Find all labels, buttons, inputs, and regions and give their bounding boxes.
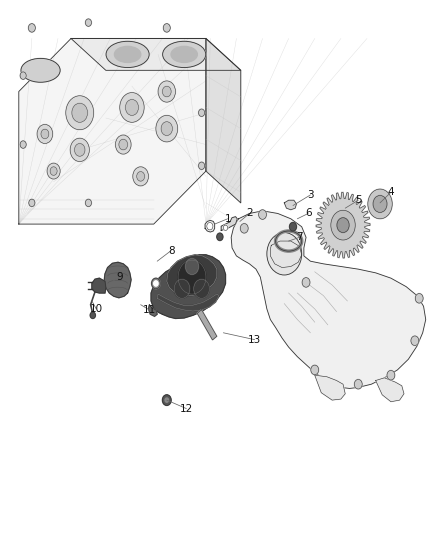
Polygon shape	[19, 38, 206, 224]
Polygon shape	[315, 375, 345, 400]
Circle shape	[198, 109, 205, 116]
Circle shape	[119, 139, 127, 150]
Circle shape	[194, 279, 209, 298]
Polygon shape	[376, 378, 404, 402]
Circle shape	[337, 217, 349, 232]
Polygon shape	[197, 310, 217, 340]
Text: 1: 1	[224, 214, 231, 224]
Polygon shape	[151, 255, 226, 318]
Circle shape	[165, 398, 169, 402]
Circle shape	[120, 93, 144, 122]
Circle shape	[185, 259, 198, 274]
Polygon shape	[157, 294, 219, 311]
Circle shape	[137, 172, 145, 181]
Text: 2: 2	[246, 208, 253, 219]
Circle shape	[198, 162, 205, 169]
Polygon shape	[205, 220, 215, 232]
Circle shape	[41, 129, 49, 139]
Polygon shape	[92, 278, 106, 293]
Text: 8: 8	[168, 246, 174, 256]
Circle shape	[387, 370, 395, 380]
Circle shape	[162, 86, 171, 97]
Circle shape	[163, 23, 170, 32]
Polygon shape	[284, 200, 297, 210]
Polygon shape	[221, 216, 237, 230]
Circle shape	[152, 278, 160, 289]
Circle shape	[415, 294, 423, 303]
Circle shape	[125, 100, 138, 115]
Circle shape	[162, 395, 171, 406]
Circle shape	[223, 225, 228, 230]
Circle shape	[290, 222, 297, 231]
Text: 11: 11	[143, 305, 156, 315]
Ellipse shape	[106, 41, 149, 68]
Text: 12: 12	[180, 403, 193, 414]
Circle shape	[158, 81, 176, 102]
Circle shape	[50, 167, 57, 175]
Circle shape	[207, 222, 213, 230]
Circle shape	[28, 23, 35, 32]
Circle shape	[368, 189, 392, 219]
Circle shape	[47, 163, 60, 179]
Circle shape	[90, 312, 95, 318]
Circle shape	[174, 279, 190, 298]
Circle shape	[85, 19, 92, 26]
Ellipse shape	[162, 41, 206, 68]
Circle shape	[267, 232, 302, 275]
Text: 10: 10	[90, 304, 103, 314]
Circle shape	[154, 281, 158, 286]
Circle shape	[354, 379, 362, 389]
Text: 9: 9	[117, 272, 123, 282]
Circle shape	[240, 223, 248, 233]
Ellipse shape	[114, 46, 141, 62]
Circle shape	[302, 278, 310, 287]
Text: 13: 13	[248, 335, 261, 345]
Circle shape	[133, 167, 148, 186]
Circle shape	[20, 72, 26, 79]
Circle shape	[331, 211, 355, 240]
Circle shape	[66, 96, 94, 130]
Circle shape	[161, 122, 173, 135]
Circle shape	[74, 143, 85, 156]
Circle shape	[258, 210, 266, 219]
Ellipse shape	[171, 46, 198, 62]
Circle shape	[178, 260, 206, 294]
Circle shape	[37, 124, 53, 143]
Polygon shape	[316, 192, 370, 258]
Text: 3: 3	[307, 190, 314, 200]
Text: 6: 6	[305, 208, 311, 219]
Polygon shape	[148, 305, 157, 317]
Text: 7: 7	[296, 232, 303, 243]
Circle shape	[311, 365, 319, 375]
Circle shape	[116, 135, 131, 154]
Circle shape	[156, 115, 178, 142]
Ellipse shape	[21, 59, 60, 82]
Polygon shape	[167, 255, 217, 296]
Circle shape	[70, 138, 89, 161]
Polygon shape	[71, 38, 241, 70]
Text: 4: 4	[388, 187, 394, 197]
Circle shape	[217, 233, 223, 240]
Text: 5: 5	[355, 195, 362, 205]
Polygon shape	[206, 38, 241, 203]
Circle shape	[411, 336, 419, 345]
Circle shape	[29, 199, 35, 207]
Polygon shape	[231, 211, 426, 389]
Polygon shape	[104, 262, 131, 298]
Polygon shape	[270, 241, 302, 268]
Circle shape	[85, 199, 92, 207]
Circle shape	[373, 196, 387, 213]
Circle shape	[20, 141, 26, 148]
Circle shape	[72, 103, 88, 122]
